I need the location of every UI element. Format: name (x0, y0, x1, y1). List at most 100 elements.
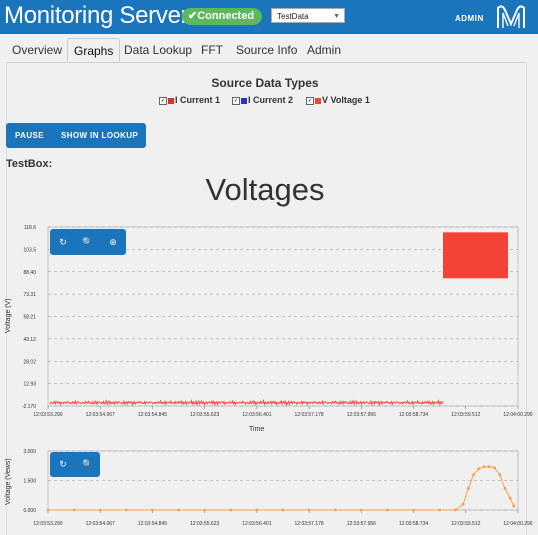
pause-button[interactable]: PAUSE (15, 131, 44, 140)
y-tick-label: 28.02 (23, 359, 36, 365)
x-tick-label: 12:03:58.734 (399, 412, 428, 418)
section-label: TestBox: (6, 158, 53, 170)
checkbox-voltage-1[interactable]: ✓ (306, 96, 314, 105)
y-tick-label: 73.31 (23, 292, 36, 298)
data-point (472, 473, 476, 476)
brand-logo (497, 5, 525, 28)
chart-toolbar-1: ↻ 🔍 ⊕ (50, 229, 126, 255)
data-point (151, 508, 154, 512)
reset-icon[interactable]: ↻ (59, 236, 67, 247)
data-point (503, 486, 507, 490)
data-point (412, 508, 415, 512)
data-point (255, 508, 259, 512)
data-point (98, 508, 102, 512)
legend-letter: I (175, 95, 178, 105)
y-tick-label: 43.12 (23, 337, 36, 343)
x-tick-label: 12:03:54.845 (138, 521, 167, 527)
data-point (72, 508, 76, 512)
data-point (482, 465, 486, 469)
tab-admin[interactable]: Admin (307, 43, 342, 57)
data-point (508, 496, 512, 500)
x-tick-label: 12:03:55.623 (190, 521, 219, 527)
y-tick-label: 3.000 (23, 449, 36, 455)
checkbox-current-2[interactable]: ✓ (232, 96, 240, 105)
x-tick-label: 12:03:53.290 (33, 521, 62, 527)
x-tick-label: 12:03:59.512 (451, 521, 480, 527)
x-tick-label: 12:03:55.623 (190, 412, 219, 418)
y-tick-label: 58.21 (23, 315, 36, 321)
data-point (512, 504, 516, 508)
legend-letter: I (248, 95, 251, 105)
data-point (307, 508, 311, 512)
tab-overview[interactable]: Overview (12, 43, 63, 57)
y-axis-label: Voltage (V) (5, 298, 12, 333)
color-swatch (168, 97, 174, 104)
checkbox-current-1[interactable]: ✓ (159, 96, 167, 105)
data-point (461, 502, 465, 506)
source-select[interactable]: TestData ▼ (271, 8, 345, 23)
tab-bar: Overview Graphs Data Lookup FFT Source I… (6, 38, 525, 63)
data-point (203, 508, 207, 512)
x-tick-label: 12:03:53.290 (33, 412, 62, 418)
chart-title: Voltages (205, 172, 325, 207)
y-tick-label: -2.170 (22, 404, 36, 410)
connection-status-text: Connected (197, 10, 255, 22)
reset-icon[interactable]: ↻ (59, 459, 67, 469)
data-point (487, 465, 491, 469)
data-point (177, 508, 180, 512)
zoom-icon[interactable]: 🔍 (82, 459, 94, 469)
x-tick-label: 12:03:58.734 (399, 521, 428, 527)
x-tick-label: 12:03:54.067 (86, 412, 115, 418)
data-point (453, 508, 457, 512)
x-tick-label: 12:03:54.845 (138, 412, 167, 418)
check-icon: ✔ (188, 10, 198, 22)
x-tick-label: 12:03:56.401 (242, 412, 271, 418)
data-point (477, 467, 481, 471)
y-tick-label: 88.40 (23, 270, 36, 276)
legend-item-current-1[interactable]: ✓ I Current 1 (159, 95, 220, 109)
data-point (229, 508, 233, 512)
y-tick-label: 0.000 (23, 508, 36, 514)
top-bar: Monitoring Server ✔Connected TestData ▼ A… (0, 0, 538, 34)
tab-graphs[interactable]: Graphs (67, 38, 121, 62)
control-button-group: PAUSE SHOW IN LOOKUP (6, 123, 146, 148)
legend-item-voltage-1[interactable]: ✓ V Voltage 1 (306, 95, 370, 109)
y-axis-label-2: Voltage (Vews) (5, 458, 12, 505)
x-axis-label: Time (249, 426, 265, 433)
data-point (386, 508, 389, 512)
tab-fft[interactable]: FFT (201, 43, 223, 57)
series-line-2 (48, 466, 515, 511)
legend-label: Current 2 (253, 95, 294, 105)
y-tick-label: 1.500 (23, 479, 36, 485)
source-types-title: Source Data Types (211, 76, 319, 90)
chevron-down-icon: ▼ (333, 13, 340, 20)
x-tick-label: 12:03:57.956 (347, 412, 376, 418)
legend-item-current-2[interactable]: ✓ I Current 2 (232, 95, 293, 109)
show-in-lookup-button[interactable]: SHOW IN LOOKUP (61, 131, 139, 140)
zoom-icon[interactable]: 🔍 (82, 236, 94, 247)
x-tick-label: 12:04:00.290 (503, 412, 532, 418)
y-tick-label: 103.5 (23, 247, 36, 253)
tab-data-lookup[interactable]: Data Lookup (124, 43, 193, 57)
data-point (438, 508, 442, 512)
app-title: Monitoring Server (4, 2, 189, 29)
data-point (493, 466, 496, 470)
legend-letter: V (322, 95, 329, 105)
zoom-in-icon[interactable]: ⊕ (109, 236, 117, 247)
x-tick-label: 12:03:54.067 (86, 521, 115, 527)
data-point (359, 508, 363, 512)
color-swatch (315, 97, 321, 104)
legend-label: Voltage 1 (330, 95, 370, 105)
chart-toolbar-2: ↻ 🔍 (50, 452, 100, 477)
content-panel (6, 62, 527, 535)
tab-source-info[interactable]: Source Info (236, 43, 298, 57)
data-point (498, 473, 502, 476)
y-tick-label: 12.93 (23, 382, 36, 388)
y-tick-label: 118.6 (24, 225, 36, 231)
color-swatch (241, 97, 247, 104)
voltage-1-box-mark (443, 232, 508, 279)
admin-link[interactable]: ADMIN (455, 14, 484, 23)
x-tick-label: 12:03:57.178 (295, 521, 324, 527)
x-tick-label: 12:03:59.512 (451, 412, 480, 418)
